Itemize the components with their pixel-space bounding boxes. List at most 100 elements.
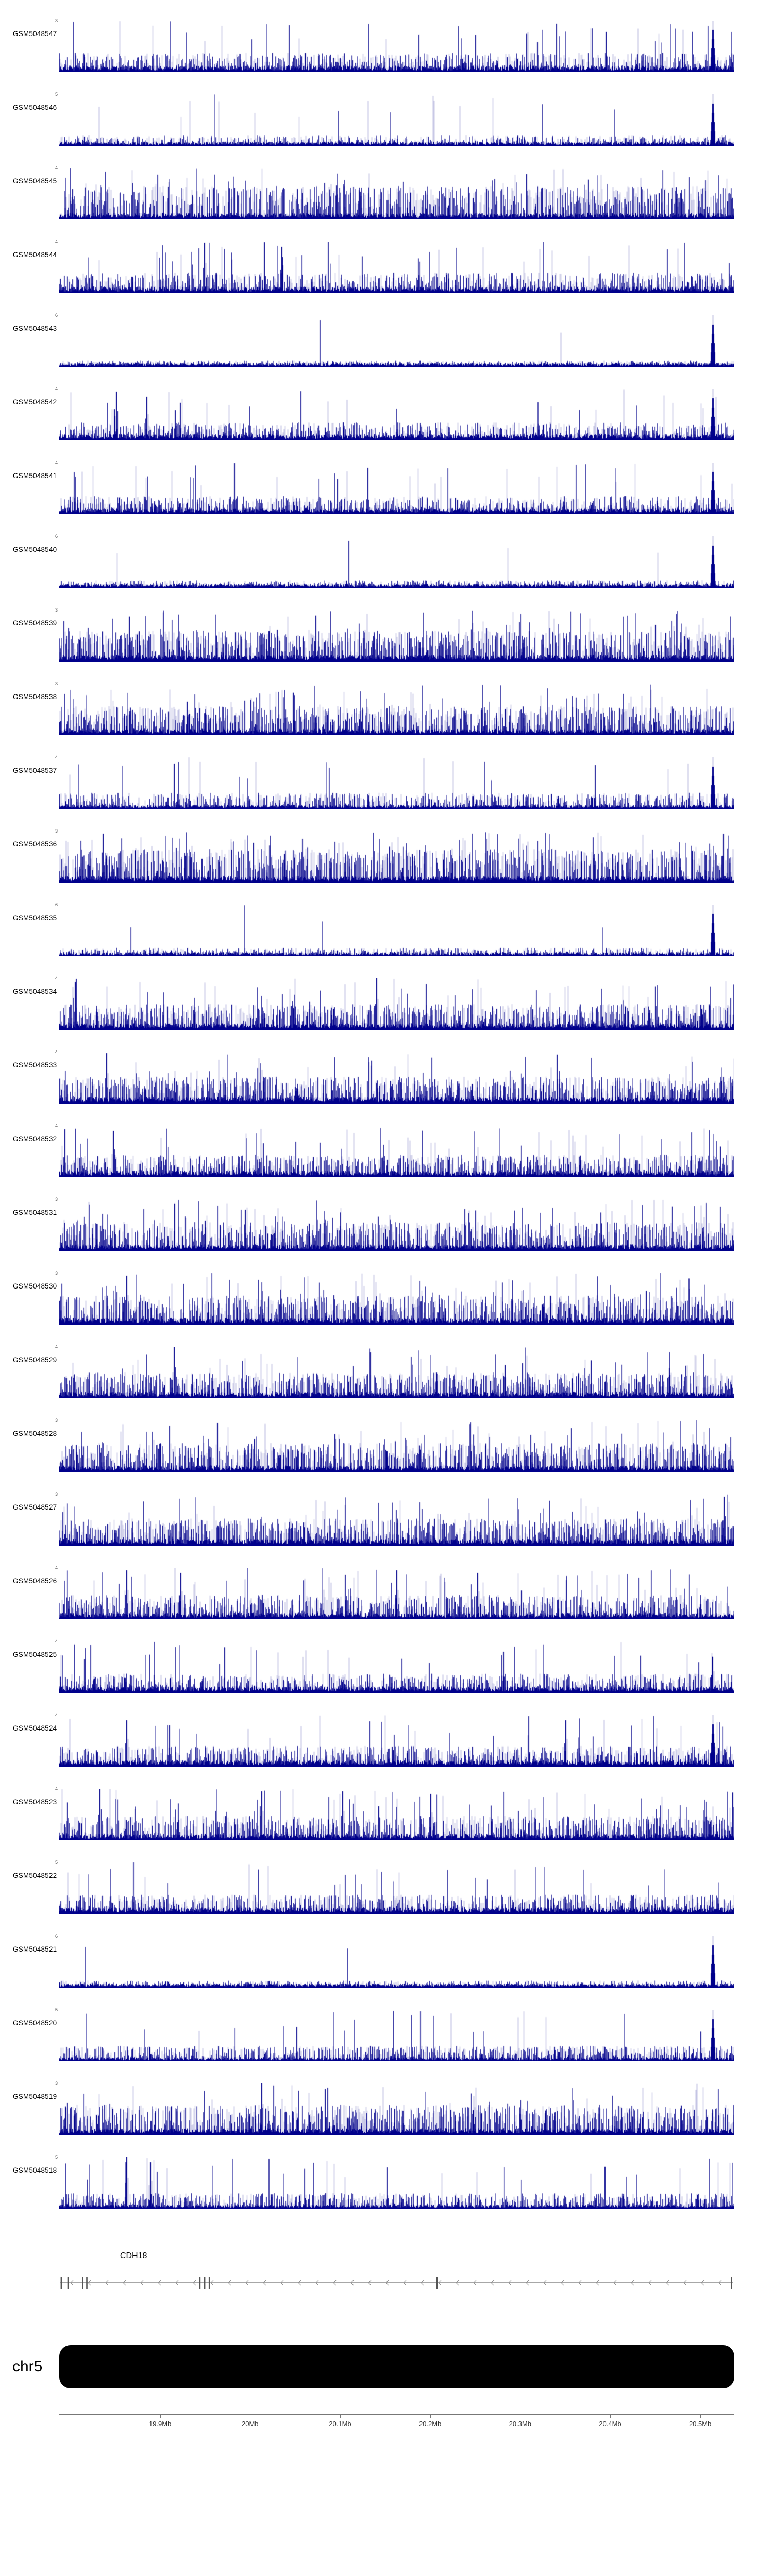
track-label: GSM5048543 bbox=[13, 325, 57, 332]
track-plot: 3 bbox=[55, 1418, 734, 1472]
signal-canvas bbox=[59, 1641, 734, 1693]
track-ymax-label: 5 bbox=[55, 2007, 58, 2012]
signal-canvas bbox=[59, 1715, 734, 1767]
signal-canvas bbox=[59, 610, 734, 662]
genome-axis-track: 19.9Mb 20Mb 20.1Mb 20.2Mb 20.3Mb 20.4Mb 20.5Mb bbox=[59, 2414, 734, 2440]
track-label: GSM5048544 bbox=[13, 251, 57, 259]
track-label: GSM5048546 bbox=[13, 104, 57, 111]
track-label: GSM5048524 bbox=[13, 1724, 57, 1732]
signal-canvas bbox=[59, 242, 734, 293]
track-plot: 6 bbox=[55, 534, 734, 588]
track-label: GSM5048522 bbox=[13, 1872, 57, 1879]
axis-tick bbox=[610, 2414, 611, 2418]
track-plot: 3 bbox=[55, 2081, 734, 2135]
track-label: GSM5048531 bbox=[13, 1209, 57, 1216]
track-ymax-label: 3 bbox=[55, 681, 58, 686]
axis-tick-label: 19.9Mb bbox=[148, 2420, 172, 2428]
gene-model-graphic bbox=[60, 2277, 733, 2289]
axis-line bbox=[59, 2414, 734, 2415]
track-plot: 5 bbox=[55, 92, 734, 146]
track-row: GSM5048520 5 bbox=[0, 2007, 773, 2061]
track-label: GSM5048526 bbox=[13, 1577, 57, 1585]
track-label: GSM5048519 bbox=[13, 2093, 57, 2100]
track-row: GSM5048533 4 bbox=[0, 1049, 773, 1104]
track-ymax-label: 4 bbox=[55, 460, 58, 465]
signal-tracks-panel: GSM5048547 3 GSM5048546 5 GSM5048545 4 G… bbox=[0, 18, 773, 2231]
signal-canvas bbox=[59, 2083, 734, 2135]
track-plot: 6 bbox=[55, 313, 734, 367]
signal-canvas bbox=[59, 1862, 734, 1914]
chromosome-ideogram bbox=[59, 2345, 734, 2388]
track-plot: 3 bbox=[55, 1492, 734, 1546]
track-label: GSM5048523 bbox=[13, 1798, 57, 1806]
track-label: GSM5048540 bbox=[13, 546, 57, 553]
track-plot: 4 bbox=[55, 239, 734, 293]
track-row: GSM5048527 3 bbox=[0, 1492, 773, 1546]
signal-canvas bbox=[59, 1126, 734, 1177]
track-ymax-label: 6 bbox=[55, 534, 58, 539]
track-ymax-label: 3 bbox=[55, 2081, 58, 2086]
track-plot: 6 bbox=[55, 902, 734, 956]
track-ymax-label: 3 bbox=[55, 1270, 58, 1276]
signal-canvas bbox=[59, 94, 734, 146]
track-label: GSM5048525 bbox=[13, 1651, 57, 1658]
track-row: GSM5048521 6 bbox=[0, 1934, 773, 1988]
track-row: GSM5048532 4 bbox=[0, 1123, 773, 1177]
track-row: GSM5048522 5 bbox=[0, 1860, 773, 1914]
track-plot: 4 bbox=[55, 386, 734, 440]
chromosome-section: chr5 bbox=[0, 2343, 773, 2391]
track-row: GSM5048524 4 bbox=[0, 1713, 773, 1767]
track-ymax-label: 6 bbox=[55, 1934, 58, 1939]
track-label: GSM5048536 bbox=[13, 840, 57, 848]
signal-canvas bbox=[59, 2157, 734, 2209]
signal-canvas bbox=[59, 1273, 734, 1325]
track-ymax-label: 4 bbox=[55, 165, 58, 171]
track-plot: 3 bbox=[55, 681, 734, 735]
track-row: GSM5048526 4 bbox=[0, 1565, 773, 1619]
track-row: GSM5048543 6 bbox=[0, 313, 773, 367]
signal-canvas bbox=[59, 21, 734, 72]
axis-tick-label: 20Mb bbox=[242, 2420, 259, 2428]
track-ymax-label: 4 bbox=[55, 755, 58, 760]
signal-canvas bbox=[59, 463, 734, 514]
track-row: GSM5048523 4 bbox=[0, 1786, 773, 1840]
track-label: GSM5048541 bbox=[13, 472, 57, 480]
track-label: GSM5048545 bbox=[13, 177, 57, 185]
track-ymax-label: 6 bbox=[55, 313, 58, 318]
track-row: GSM5048540 6 bbox=[0, 534, 773, 588]
track-label: GSM5048535 bbox=[13, 914, 57, 922]
track-plot: 5 bbox=[55, 2155, 734, 2209]
signal-canvas bbox=[59, 1789, 734, 1840]
track-row: GSM5048535 6 bbox=[0, 902, 773, 956]
track-label: GSM5048530 bbox=[13, 1282, 57, 1290]
track-ymax-label: 3 bbox=[55, 607, 58, 613]
track-label: GSM5048547 bbox=[13, 30, 57, 38]
track-row: GSM5048545 4 bbox=[0, 165, 773, 219]
track-plot: 3 bbox=[55, 828, 734, 883]
track-ymax-label: 3 bbox=[55, 1197, 58, 1202]
track-plot: 4 bbox=[55, 1786, 734, 1840]
track-row: GSM5048518 5 bbox=[0, 2155, 773, 2209]
track-label: GSM5048542 bbox=[13, 398, 57, 406]
track-ymax-label: 4 bbox=[55, 1049, 58, 1055]
track-ymax-label: 4 bbox=[55, 239, 58, 244]
track-ymax-label: 4 bbox=[55, 976, 58, 981]
track-plot: 4 bbox=[55, 755, 734, 809]
signal-canvas bbox=[59, 831, 734, 883]
signal-canvas bbox=[59, 2010, 734, 2061]
signal-canvas bbox=[59, 315, 734, 367]
track-ymax-label: 5 bbox=[55, 1860, 58, 1865]
axis-tick-label: 20.5Mb bbox=[688, 2420, 712, 2428]
track-ymax-label: 5 bbox=[55, 92, 58, 97]
track-row: GSM5048538 3 bbox=[0, 681, 773, 735]
signal-canvas bbox=[59, 1494, 734, 1546]
track-plot: 4 bbox=[55, 1123, 734, 1177]
track-ymax-label: 3 bbox=[55, 828, 58, 834]
track-plot: 4 bbox=[55, 1639, 734, 1693]
track-row: GSM5048534 4 bbox=[0, 976, 773, 1030]
track-label: GSM5048538 bbox=[13, 693, 57, 701]
axis-tick-label: 20.3Mb bbox=[509, 2420, 531, 2428]
track-plot: 4 bbox=[55, 1565, 734, 1619]
track-ymax-label: 4 bbox=[55, 1713, 58, 1718]
